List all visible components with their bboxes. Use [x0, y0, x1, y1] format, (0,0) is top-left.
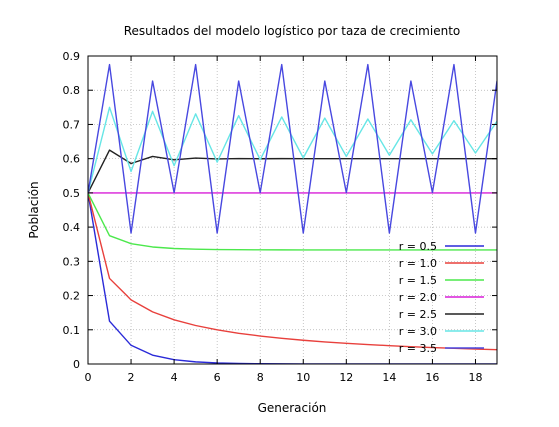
- y-tick-label: 0.7: [63, 118, 81, 131]
- axis-ticks: 0 0.1 0.2 0.3 0.4 0.5 0.6 0.7 0.8 0.9 0 2 4 6 8 10 12 14 1…: [63, 50, 497, 384]
- legend-label: r = 3.5: [399, 342, 437, 355]
- legend-label: r = 2.0: [399, 291, 437, 304]
- x-tick-label: 14: [382, 371, 396, 384]
- y-tick-label: 0.6: [63, 153, 81, 166]
- legend: r = 0.5 r = 1.0 r = 1.5 r = 2.0 r = 2.5 r = 3…: [399, 240, 484, 355]
- legend-label: r = 1.0: [399, 257, 437, 270]
- x-tick-label: 12: [339, 371, 353, 384]
- x-tick-label: 8: [257, 371, 264, 384]
- series-line: [88, 192, 497, 251]
- series-line: [88, 149, 497, 194]
- x-tick-label: 16: [425, 371, 439, 384]
- series-lines: [88, 63, 497, 364]
- x-axis-label: Generación: [258, 401, 327, 415]
- plot-frame: [87, 55, 498, 365]
- legend-label: r = 3.0: [399, 325, 437, 338]
- chart-title: Resultados del modelo logístico por taza…: [124, 24, 461, 38]
- legend-label: r = 1.5: [399, 274, 437, 287]
- y-tick-label: 0.8: [63, 84, 81, 97]
- y-tick-label: 0.1: [63, 324, 81, 337]
- y-axis-label: Población: [27, 181, 41, 238]
- legend-label: r = 0.5: [399, 240, 437, 253]
- y-tick-label: 0.3: [63, 255, 81, 268]
- series-line: [88, 63, 497, 234]
- x-tick-label: 2: [128, 371, 135, 384]
- x-tick-label: 6: [214, 371, 221, 384]
- y-tick-label: 0: [73, 358, 80, 371]
- y-tick-label: 0.5: [63, 187, 81, 200]
- x-tick-label: 18: [468, 371, 482, 384]
- legend-label: r = 2.5: [399, 308, 437, 321]
- series-group: [88, 63, 497, 364]
- series-line: [88, 192, 497, 351]
- x-tick-label: 0: [85, 371, 92, 384]
- y-tick-label: 0.2: [63, 290, 81, 303]
- series-line: [88, 106, 497, 194]
- y-tick-label: 0.9: [63, 50, 81, 63]
- x-tick-label: 4: [171, 371, 178, 384]
- x-tick-label: 10: [296, 371, 310, 384]
- y-tick-label: 0.4: [63, 221, 81, 234]
